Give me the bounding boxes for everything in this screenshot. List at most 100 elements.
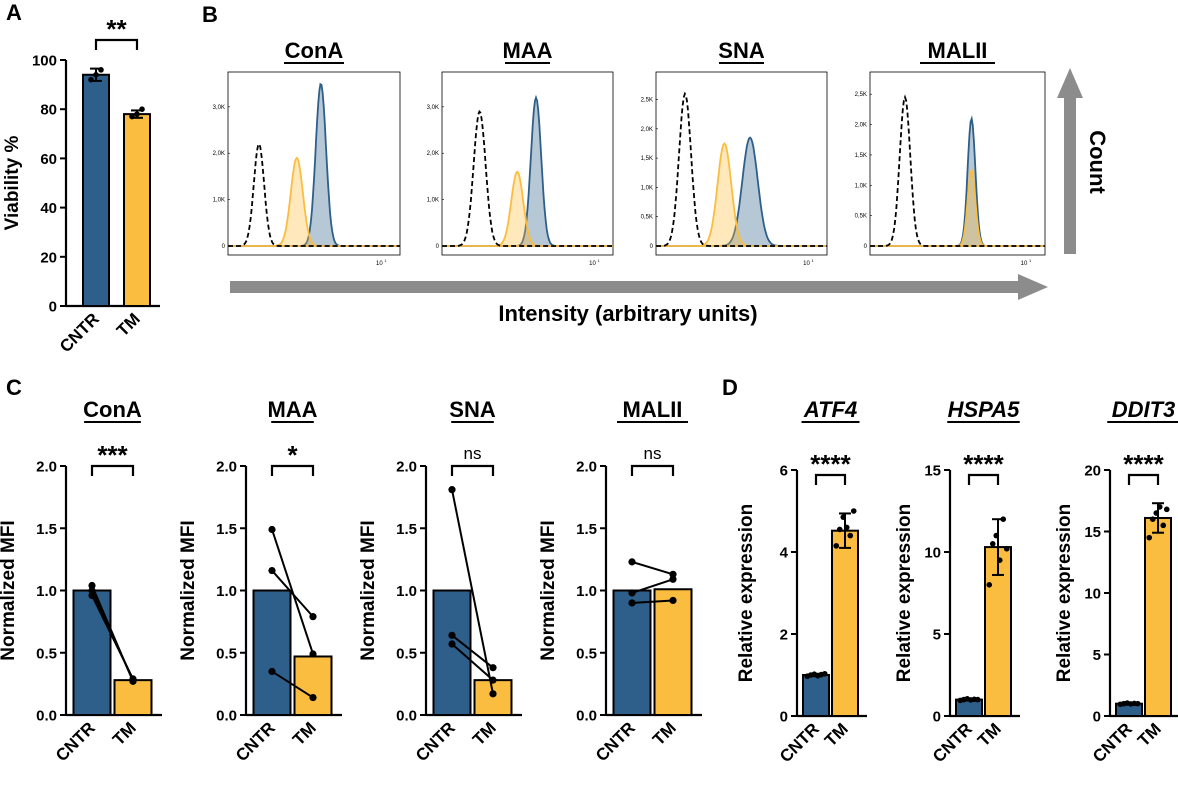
panel-b-sna-y-tick-label: 0 (650, 244, 654, 250)
panel-c-cona-y-tick-label: 1.5 (36, 521, 57, 538)
panel-a-data-point (129, 113, 135, 120)
panel-c-maa-y-tick-label: 1.5 (216, 521, 237, 538)
panel-label-c: C (6, 375, 22, 400)
panel-d-hspa5-data-point (1003, 545, 1010, 552)
panel-b-cona-title: ConA (285, 38, 344, 63)
panel-b-malii-y-tick-label: 0 (864, 244, 868, 250)
panel-c-maa-paired-line (271, 670, 314, 699)
panel-c-sna-bar-cntr (432, 589, 472, 716)
panel-a-y-tick-label: 100 (32, 53, 57, 70)
panel-b-sna-tm-histogram (656, 142, 827, 247)
panel-d-atf4-y-tick-label: 0 (780, 709, 788, 726)
panel-c-cona-data-point (88, 591, 96, 600)
panel-b-sna-y-tick-label: 0,5K (641, 215, 653, 221)
panel-b-cona-y-tick-label: 0 (222, 244, 226, 250)
panel-d-hspa5-significance: **** (963, 449, 1004, 479)
panel-d-hspa5-bracket (967, 473, 1000, 485)
panel-c-maa-title: MAA (267, 397, 317, 422)
panel-b-sna-y-tick-label: 2,0K (641, 127, 653, 133)
panel-d-hspa5-data-point (993, 532, 1000, 539)
panel-d-hspa5-data-point (989, 541, 996, 547)
panel-c-cona-y-tick-label: 0.5 (36, 645, 57, 662)
panel-d-hspa5-data-point (996, 557, 1003, 563)
panel-b-malii-x-tick-exponent: 1 (1029, 258, 1032, 263)
panel-label-d: D (722, 375, 738, 400)
panel-d-ddit3-y-tick-label: 0 (1093, 709, 1101, 726)
panel-c-maa-y-tick-label: 2.0 (216, 459, 237, 476)
panel-c-maa-data-point (309, 613, 317, 621)
panel-c-malii-data-point (669, 575, 677, 583)
panel-b-malii-plot-frame (869, 71, 1046, 256)
panel-b-malii-unstained-histogram (870, 94, 1045, 247)
panel-b-cona-y-tick-label: 3,0K (213, 105, 225, 111)
panel-c-maa-category-label: TM (289, 718, 320, 749)
panel-d-hspa5-y-tick-label: 0 (933, 709, 941, 726)
panel-d-ddit3-y-tick-label: 20 (1084, 463, 1101, 480)
panel-a-y-tick-label: 20 (40, 249, 57, 266)
panel-d-ddit3-data-point (1153, 510, 1160, 516)
panel-d-hspa5-y-axis-label: Relative expression (894, 504, 915, 682)
panel-d-atf4-y-tick-label: 2 (780, 627, 788, 644)
intensity-arrow-shaft (230, 281, 1020, 293)
panel-d-atf4-data-point (821, 670, 828, 677)
panel-c-sna-y-tick-label: 0.5 (396, 645, 417, 662)
panel-b-cona-x-tick-label: 10 (376, 261, 383, 267)
panel-d-ddit3-category-label: CNTR (1089, 719, 1136, 766)
panel-c-sna-bar-tm (473, 679, 513, 717)
panel-c-cona-data-point (129, 675, 137, 683)
panel-b-cona-y-tick-label: 1,0K (213, 198, 225, 204)
panel-b-sna-title: SNA (718, 38, 765, 63)
panel-b-maa-y-tick-label: 3,0K (427, 105, 439, 111)
panel-d-atf4-data-point (836, 526, 843, 533)
panel-c-sna-y-tick-label: 1.5 (396, 521, 417, 538)
panel-c-sna-category-label: CNTR (412, 718, 459, 765)
panel-c-cona-bar-tm (113, 679, 153, 717)
panel-b-cona-unstained-histogram (228, 142, 400, 247)
panel-a-bar-tm (123, 113, 151, 308)
panel-d-atf4-category-label: CNTR (776, 719, 823, 766)
panel-d-hspa5-data-point (974, 696, 981, 703)
count-arrow-head (1057, 68, 1083, 98)
panel-b-maa-y-tick-label: 2,0K (427, 151, 439, 157)
panel-c-malii-paired-line (631, 578, 674, 594)
panel-a-data-point (98, 67, 104, 73)
panel-d-atf4-bar-tm (831, 529, 859, 717)
panel-c-malii-data-point (628, 558, 636, 566)
panel-d-hspa5-category-label: CNTR (929, 719, 976, 766)
panel-a-significance: ** (106, 14, 127, 44)
panel-c-malii-bar-tm (653, 588, 693, 717)
panel-d-atf4-data-point (850, 508, 857, 514)
panel-c-cona-y-axis-label: Normalized MFI (0, 520, 19, 660)
panel-b-malii-y-tick-label: 0,5K (855, 214, 867, 220)
panel-c-maa-data-point (309, 693, 317, 702)
panel-d-atf4-y-tick-label: 6 (780, 463, 788, 480)
count-axis-label: Count (1085, 130, 1110, 194)
panel-c-malii-data-point (628, 599, 636, 607)
panel-b-sna-plot-frame (655, 71, 828, 256)
panel-a-data-point (139, 106, 145, 112)
panel-c-malii-bracket (630, 464, 675, 476)
panel-b-maa-title: MAA (502, 38, 552, 63)
panel-c-cona-paired-line (91, 595, 134, 680)
panel-b-malii-y-tick-label: 2,5K (855, 92, 867, 98)
panel-c-sna-significance: ns (464, 444, 482, 463)
panel-c-cona-y-tick-label: 2.0 (36, 459, 57, 476)
panel-d-ddit3-bracket (1127, 473, 1160, 485)
panel-c-malii-data-point (669, 570, 677, 578)
panel-c-sna-y-tick-label: 1.0 (396, 583, 417, 600)
panel-c-maa-y-tick-label: 0.5 (216, 645, 237, 662)
panel-c-sna-category-label: TM (469, 718, 500, 749)
panel-b-malii-y-tick-label: 2,0K (855, 123, 867, 129)
panel-a-y-tick-label: 80 (40, 102, 57, 119)
intensity-axis-label: Intensity (arbitrary units) (498, 301, 757, 326)
panel-d-atf4-bracket (814, 473, 847, 485)
panel-c-cona-data-point (88, 581, 96, 590)
panel-c-malii-paired-line (631, 560, 674, 576)
panel-c-sna-paired-line (451, 489, 494, 695)
panel-d-atf4-title: ATF4 (803, 397, 857, 422)
panel-b-maa-x-tick-exponent: 1 (597, 258, 600, 263)
panel-d-hspa5-y-tick-label: 15 (924, 463, 941, 480)
panel-d-ddit3-data-point (1160, 522, 1167, 529)
panel-d-ddit3-bar-tm (1144, 516, 1172, 717)
panel-b-cona-y-tick-label: 2,0K (213, 151, 225, 157)
